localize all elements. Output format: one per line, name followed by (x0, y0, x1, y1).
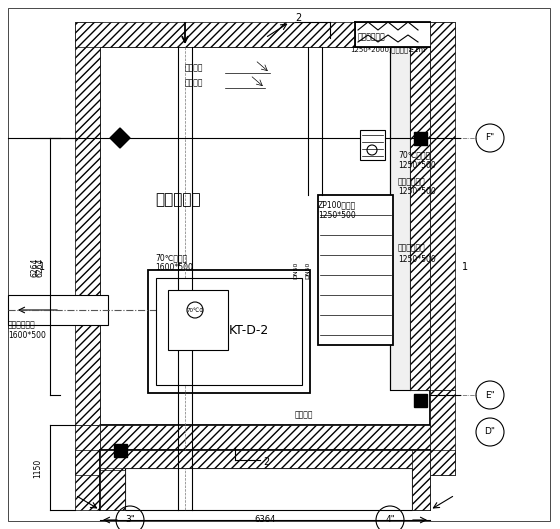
Text: 1250*500: 1250*500 (398, 161, 436, 170)
Text: 1600*500: 1600*500 (8, 332, 46, 341)
Text: 1250*500: 1250*500 (398, 187, 436, 196)
Text: 1250*2000,底淨距地≥1m: 1250*2000,底淨距地≥1m (350, 47, 426, 53)
Text: 电动风阀: 电动风阀 (295, 411, 314, 419)
Bar (390, 47, 430, 390)
Text: 2: 2 (295, 13, 301, 23)
Text: 空调机房二: 空调机房二 (155, 193, 200, 207)
Text: 保温钉板风道: 保温钉板风道 (398, 243, 426, 252)
Bar (100, 450, 430, 468)
Bar (413, 394, 427, 406)
Bar (100, 470, 125, 510)
Bar (125, 468, 412, 510)
Bar (168, 290, 228, 350)
Text: 6364: 6364 (254, 515, 276, 524)
Text: 2: 2 (263, 457, 269, 467)
Text: 保温钉板风道: 保温钉板风道 (398, 178, 426, 187)
Text: F": F" (486, 133, 494, 142)
Bar (148, 270, 310, 393)
Bar (8, 295, 108, 325)
Polygon shape (110, 128, 130, 148)
Text: 6264: 6264 (35, 257, 44, 277)
Bar (430, 22, 455, 390)
Bar (75, 22, 455, 47)
Bar (355, 22, 430, 47)
Bar (318, 195, 393, 345)
Bar (360, 130, 385, 160)
Text: 单层百叶风口: 单层百叶风口 (358, 32, 386, 41)
Text: 1: 1 (462, 262, 468, 272)
Bar (410, 47, 430, 390)
Text: 保温钉板风道: 保温钉板风道 (8, 321, 36, 330)
Bar (75, 425, 100, 510)
Bar (75, 450, 455, 475)
Bar (412, 450, 430, 510)
Bar (100, 425, 430, 450)
Text: KT-D-2: KT-D-2 (229, 324, 269, 338)
Text: 1600*500: 1600*500 (155, 263, 193, 272)
Text: 接分水器: 接分水器 (185, 78, 203, 87)
Text: 1250*500: 1250*500 (318, 212, 356, 221)
Text: 70℃防火阀: 70℃防火阀 (155, 253, 187, 262)
Text: 接水水盘: 接水水盘 (185, 63, 203, 72)
Text: 6264: 6264 (30, 257, 40, 277)
Text: 70℃⊙: 70℃⊙ (186, 307, 204, 313)
Bar (114, 443, 127, 457)
Text: DN50: DN50 (293, 261, 298, 279)
Text: 1: 1 (39, 262, 45, 272)
Text: DN50: DN50 (306, 261, 310, 279)
Text: 3": 3" (125, 515, 135, 524)
Text: E": E" (485, 390, 495, 399)
Text: 70℃防火阀: 70℃防火阀 (398, 150, 430, 160)
Bar (430, 390, 455, 475)
Bar (156, 278, 302, 385)
Text: 1250*500: 1250*500 (398, 256, 436, 264)
Bar (75, 22, 100, 425)
Text: 4": 4" (385, 515, 395, 524)
Text: ZP100消声器: ZP100消声器 (318, 200, 356, 209)
Text: D": D" (484, 427, 496, 436)
Text: 1150: 1150 (34, 458, 43, 478)
Bar (413, 132, 427, 144)
